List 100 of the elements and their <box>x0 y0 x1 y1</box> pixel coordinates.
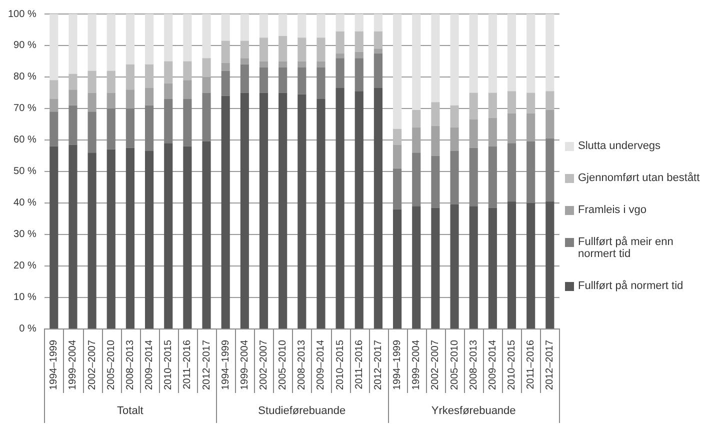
bar <box>469 14 478 93</box>
y-tick-label: 30 % <box>14 229 36 240</box>
legend-label: Fullført på meir enn normert tid <box>578 236 674 260</box>
bar <box>526 202 536 328</box>
bar <box>259 61 268 68</box>
bar <box>488 146 497 208</box>
bar <box>88 70 96 93</box>
bar <box>240 92 249 328</box>
y-tick-label: 90 % <box>14 40 36 52</box>
bar <box>164 143 173 328</box>
bar <box>240 58 249 64</box>
bar <box>68 14 78 74</box>
y-tick-label: 100 % <box>8 8 36 20</box>
bar <box>50 146 58 328</box>
bar <box>259 14 268 38</box>
bar <box>431 14 440 102</box>
x-tick-label: 1994–1999 <box>220 340 232 390</box>
x-tick-label: 2010–2015 <box>334 340 346 390</box>
bar <box>374 53 383 88</box>
bar <box>412 206 421 328</box>
bar <box>374 48 383 54</box>
y-tick-label: 20 % <box>14 260 36 272</box>
x-tick-label: 2008–2013 <box>124 340 136 390</box>
bar <box>316 14 326 38</box>
y-tick-label: 10 % <box>14 292 36 304</box>
x-tick-label: 2005–2010 <box>449 340 460 390</box>
x-tick-label: 1994–1999 <box>392 340 404 390</box>
legend-label: Gjennomført utan bestått <box>578 172 701 184</box>
x-tick-label: 2002–2007 <box>430 340 442 390</box>
bar <box>88 14 96 71</box>
bar <box>392 14 402 129</box>
bar <box>546 110 554 138</box>
bar <box>450 105 459 128</box>
x-tick-label: 2005–2010 <box>278 340 289 390</box>
bar <box>164 61 173 84</box>
bar <box>240 14 249 41</box>
bar <box>412 14 421 110</box>
bar <box>546 14 554 92</box>
bar <box>450 204 459 328</box>
bar <box>507 91 516 114</box>
x-tick-label: 1999–2004 <box>68 340 79 390</box>
bar <box>507 14 516 92</box>
x-tick-label: 1999–2004 <box>239 340 250 390</box>
bar <box>450 14 459 106</box>
y-tick-label: 40 % <box>14 198 36 209</box>
text: Totalt <box>117 405 144 418</box>
bar <box>202 142 211 328</box>
bar <box>164 83 173 100</box>
x-tick-label: 2010–2015 <box>163 340 174 390</box>
bar <box>278 92 288 328</box>
x-tick-label: 2008–2013 <box>296 340 308 390</box>
bar <box>259 38 268 62</box>
bar <box>202 58 211 77</box>
bar <box>488 92 497 118</box>
bar <box>298 61 306 68</box>
x-tick-label: 2005–2010 <box>106 340 117 390</box>
bar <box>526 142 536 203</box>
bar <box>354 31 364 52</box>
bar <box>144 105 154 151</box>
bar <box>259 68 268 93</box>
bar <box>488 14 497 93</box>
x-tick-label: 2012–2017 <box>201 340 212 390</box>
bar <box>392 128 402 145</box>
x-tick-label: 2008–2013 <box>468 340 480 390</box>
bar <box>68 90 78 106</box>
bar <box>221 62 230 71</box>
bar <box>240 40 249 58</box>
bar <box>68 74 78 90</box>
bar <box>164 99 173 144</box>
bar <box>431 208 440 328</box>
x-tick-label: 2009–2014 <box>487 340 498 390</box>
text: Yrkesførebuande <box>431 405 516 418</box>
bar <box>316 68 326 100</box>
bar <box>412 110 421 128</box>
bar <box>374 31 383 49</box>
y-tick-label: 50 % <box>14 166 36 178</box>
bar <box>278 61 288 68</box>
x-tick-label: 2009–2014 <box>316 340 327 390</box>
bar <box>546 201 554 328</box>
bar <box>336 88 344 328</box>
x-tick-label: 2009–2014 <box>144 340 156 390</box>
bar <box>298 14 306 38</box>
bar <box>126 64 134 90</box>
bar <box>183 80 192 100</box>
bar <box>144 151 154 328</box>
bar <box>106 149 116 328</box>
y-tick-label: 80 % <box>14 72 36 83</box>
bar <box>88 152 96 328</box>
y-tick-label: 70 % <box>14 103 36 114</box>
x-tick-label: 2002–2007 <box>258 340 270 390</box>
bar <box>126 108 134 148</box>
x-tick-label: 1994–1999 <box>48 340 60 390</box>
bar <box>469 148 478 206</box>
bar <box>298 38 306 62</box>
bar <box>469 206 478 328</box>
bar <box>221 70 230 96</box>
bar <box>507 201 516 328</box>
bar <box>354 58 364 92</box>
bar <box>126 148 134 328</box>
bar <box>336 31 344 54</box>
